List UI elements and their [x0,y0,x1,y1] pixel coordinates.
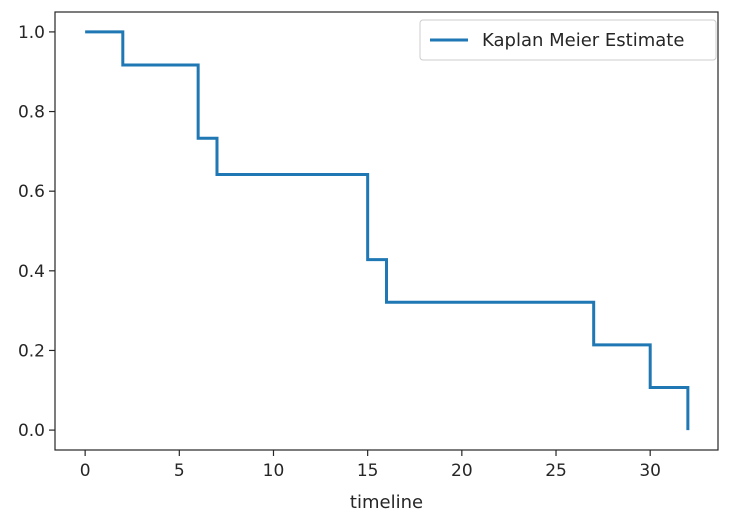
y-tick-label: 1.0 [18,23,45,43]
y-tick-label: 0.2 [18,341,45,361]
x-tick-label: 5 [174,461,185,481]
legend-label: Kaplan Meier Estimate [482,30,684,51]
legend: Kaplan Meier Estimate [419,19,717,61]
x-tick-label: 30 [639,461,661,481]
x-axis-ticks: 0 5 10 15 20 25 30 [80,450,661,481]
x-tick-label: 10 [263,461,285,481]
x-axis-label: timeline [350,492,423,513]
series-line [85,30,690,431]
y-tick-label: 0.4 [18,262,45,282]
x-tick-label: 25 [545,461,567,481]
x-tick-label: 20 [451,461,473,481]
legend-box [419,19,717,61]
y-tick-label: 0.6 [18,182,45,202]
y-tick-label: 0.0 [18,421,45,441]
plot-frame [54,11,719,451]
y-axis-ticks: 0.0 0.2 0.4 0.6 0.8 1.0 [18,23,55,441]
x-tick-label: 0 [80,461,91,481]
y-tick-label: 0.8 [18,103,45,123]
x-tick-label: 15 [357,461,379,481]
